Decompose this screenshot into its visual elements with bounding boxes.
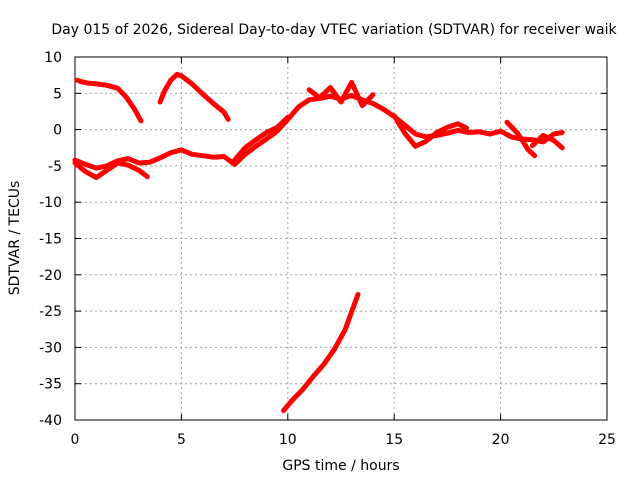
x-tick-labels: 0 5 10 15 20 25 bbox=[71, 432, 616, 448]
y-tick-label: -15 bbox=[39, 232, 62, 248]
series-trace-7 bbox=[391, 113, 470, 149]
series-trace-2 bbox=[157, 71, 231, 122]
y-tick-label: -20 bbox=[39, 268, 62, 284]
x-tick-label: 10 bbox=[279, 432, 297, 448]
y-tick-label: -5 bbox=[48, 159, 62, 175]
chart-title: Day 015 of 2026, Sidereal Day-to-day VTE… bbox=[51, 22, 617, 38]
x-tick-label: 25 bbox=[598, 432, 616, 448]
x-tick-label: 15 bbox=[385, 432, 403, 448]
grid-lines bbox=[75, 57, 607, 420]
y-tick-label: -10 bbox=[39, 195, 62, 211]
series-trace-1 bbox=[74, 77, 144, 124]
y-tick-label: 10 bbox=[44, 50, 62, 66]
series-trace-4 bbox=[72, 160, 150, 180]
x-axis-label: GPS time / hours bbox=[282, 458, 399, 474]
y-tick-label: -30 bbox=[39, 340, 62, 356]
y-tick-labels: 10 5 0 -5 -10 -15 -20 -25 -30 -35 -40 bbox=[39, 50, 62, 429]
series-trace-9 bbox=[530, 132, 565, 151]
y-tick-label: -35 bbox=[39, 377, 62, 393]
series-trace-5 bbox=[232, 114, 291, 163]
axis-ticks bbox=[74, 56, 608, 421]
y-tick-label: -40 bbox=[39, 413, 62, 429]
x-tick-label: 5 bbox=[177, 432, 186, 448]
x-tick-label: 20 bbox=[492, 432, 510, 448]
x-tick-label: 0 bbox=[71, 432, 80, 448]
series-trace-6 bbox=[306, 79, 376, 109]
series-trace-8 bbox=[504, 119, 538, 159]
y-axis-label: SDTVAR / TECUs bbox=[7, 181, 23, 296]
y-tick-label: -25 bbox=[39, 304, 62, 320]
y-tick-label: 5 bbox=[53, 86, 62, 102]
data-series bbox=[72, 71, 565, 414]
series-trace-10 bbox=[281, 291, 361, 414]
y-tick-label: 0 bbox=[53, 123, 62, 139]
series-trace-3 bbox=[72, 93, 565, 171]
